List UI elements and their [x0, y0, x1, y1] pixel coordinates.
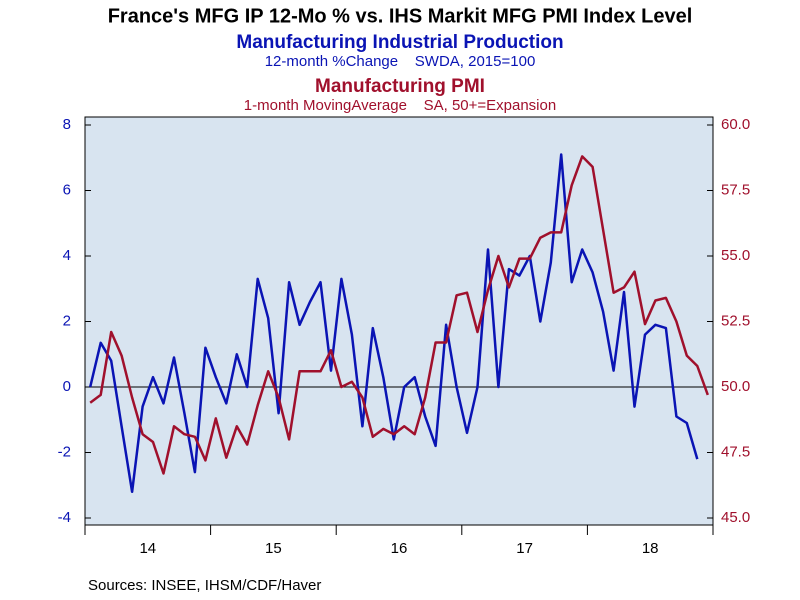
y-tick-label: 4	[63, 247, 71, 264]
y2-tick-label: 60.0	[721, 116, 750, 133]
x-tick-label: 18	[642, 540, 659, 557]
y2-tick-label: 57.5	[721, 181, 750, 198]
y2-tick-label: 45.0	[721, 509, 750, 526]
y2-tick-label: 52.5	[721, 312, 750, 329]
y-tick-label: 8	[63, 116, 71, 133]
y-tick-label: 6	[63, 181, 71, 198]
x-tick-label: 17	[516, 540, 533, 557]
subtitle-note: 1-month MovingAverage SA, 50+=Expansion	[244, 97, 556, 114]
y-tick-label: -2	[58, 443, 71, 460]
y-tick-label: 2	[63, 312, 71, 329]
chart-title: France's MFG IP 12-Mo % vs. IHS Markit M…	[108, 5, 693, 27]
y2-tick-label: 47.5	[721, 443, 750, 460]
x-tick-label: 14	[139, 540, 156, 557]
line-series	[89, 155, 709, 475]
subtitle: Manufacturing PMI	[315, 76, 485, 97]
y-tick-label: 0	[63, 378, 71, 395]
line-series	[88, 153, 699, 494]
subtitle: Manufacturing Industrial Production	[236, 32, 563, 53]
plot-area	[84, 116, 714, 526]
x-tick-label: 16	[391, 540, 408, 557]
x-tick-label: 15	[265, 540, 282, 557]
subtitle-note: 12-month %Change SWDA, 2015=100	[265, 53, 536, 70]
source: Sources: INSEE, IHSM/CDF/Haver	[88, 577, 321, 594]
y-tick-label: -4	[58, 509, 71, 526]
y2-tick-label: 55.0	[721, 247, 750, 264]
y2-tick-label: 50.0	[721, 378, 750, 395]
